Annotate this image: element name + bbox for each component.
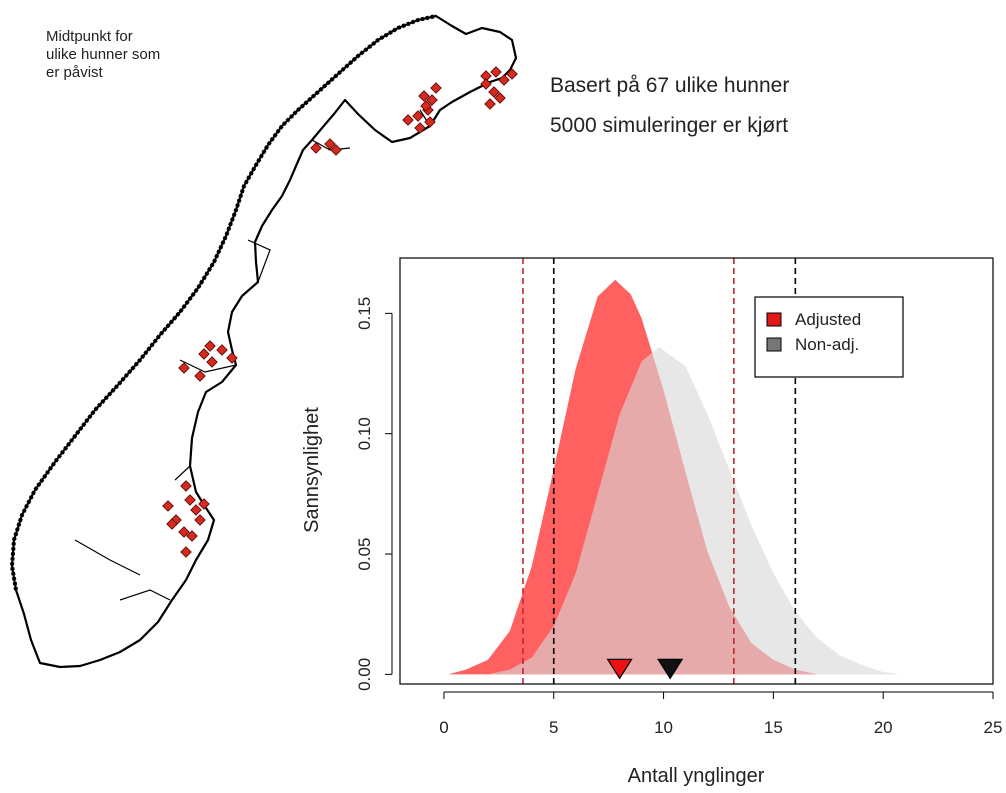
y-axis-label: Sannsynlighet bbox=[301, 407, 323, 533]
map-point-marker bbox=[216, 344, 228, 356]
y-tick-label: 0.10 bbox=[355, 417, 374, 450]
map-point-marker bbox=[424, 116, 436, 128]
x-tick-label: 15 bbox=[764, 718, 783, 737]
mean-marker-non-adjusted bbox=[657, 658, 684, 680]
info-text: Basert på 67 ulike hunner 5000 simulerin… bbox=[550, 66, 789, 146]
legend-box bbox=[754, 296, 904, 378]
map-point-marker bbox=[184, 494, 196, 506]
county-borders bbox=[74, 109, 431, 601]
map-point-marker bbox=[426, 94, 438, 106]
map-point-marker bbox=[180, 546, 192, 558]
x-tick-label: 0 bbox=[439, 718, 448, 737]
map-point-marker bbox=[178, 526, 190, 538]
map-point-marker bbox=[480, 78, 492, 90]
map-point-marker bbox=[194, 514, 206, 526]
map-point-marker bbox=[194, 370, 206, 382]
map-points bbox=[162, 66, 518, 558]
map-caption: Midtpunkt for ulike hunner som er påvist bbox=[46, 28, 246, 82]
x-tick-label: 10 bbox=[654, 718, 673, 737]
map-caption-line: er påvist bbox=[46, 64, 103, 81]
info-line-females: Basert på 67 ulike hunner bbox=[550, 74, 790, 97]
legend-label: Non-adj. bbox=[795, 335, 859, 354]
map-caption-line: Midtpunkt for bbox=[46, 28, 133, 45]
map-point-marker bbox=[412, 110, 424, 122]
legend-label: Adjusted bbox=[795, 310, 861, 329]
x-tick-label: 25 bbox=[984, 718, 1003, 737]
map-point-marker bbox=[484, 98, 496, 110]
series-area-non-adjusted bbox=[487, 347, 901, 675]
x-tick-label: 20 bbox=[874, 718, 893, 737]
map-point-marker bbox=[490, 66, 502, 78]
y-tick-label: 0.00 bbox=[355, 658, 374, 691]
map-point-marker bbox=[430, 82, 442, 94]
legend-swatch bbox=[766, 337, 782, 352]
map-point-marker bbox=[418, 90, 430, 102]
map-point-marker bbox=[330, 144, 342, 156]
y-tick-label: 0.15 bbox=[355, 297, 374, 330]
map-point-marker bbox=[402, 114, 414, 126]
map-point-marker bbox=[180, 480, 192, 492]
x-tick-label: 5 bbox=[549, 718, 558, 737]
map-point-marker bbox=[310, 142, 322, 154]
map-point-marker bbox=[162, 500, 174, 512]
mean-marker-adjusted bbox=[606, 658, 633, 680]
plot-frame bbox=[399, 257, 994, 685]
map-point-marker bbox=[178, 362, 190, 374]
map-point-marker bbox=[198, 348, 210, 360]
map-point-marker bbox=[190, 504, 202, 516]
legend: Adjusted Non-adj. bbox=[754, 296, 904, 378]
map-point-marker bbox=[506, 68, 518, 80]
norway-coastline bbox=[9, 14, 437, 591]
map-point-marker bbox=[414, 122, 426, 134]
map-point-marker bbox=[420, 100, 432, 112]
map-point-marker bbox=[226, 352, 238, 364]
x-axis-label: Antall ynglinger bbox=[628, 765, 765, 787]
map-point-marker bbox=[324, 138, 336, 150]
map-point-marker bbox=[198, 498, 210, 510]
map-point-marker bbox=[488, 86, 500, 98]
map-point-marker bbox=[494, 92, 506, 104]
map-point-marker bbox=[166, 518, 178, 530]
map-point-marker bbox=[206, 356, 218, 368]
map-point-marker bbox=[186, 530, 198, 542]
map-point-marker bbox=[204, 340, 216, 352]
info-line-simulations: 5000 simuleringer er kjørt bbox=[550, 114, 789, 137]
y-tick-label: 0.05 bbox=[355, 537, 374, 570]
map-caption-line: ulike hunner som bbox=[46, 46, 161, 63]
legend-swatch bbox=[766, 312, 782, 327]
map-point-marker bbox=[498, 74, 510, 86]
